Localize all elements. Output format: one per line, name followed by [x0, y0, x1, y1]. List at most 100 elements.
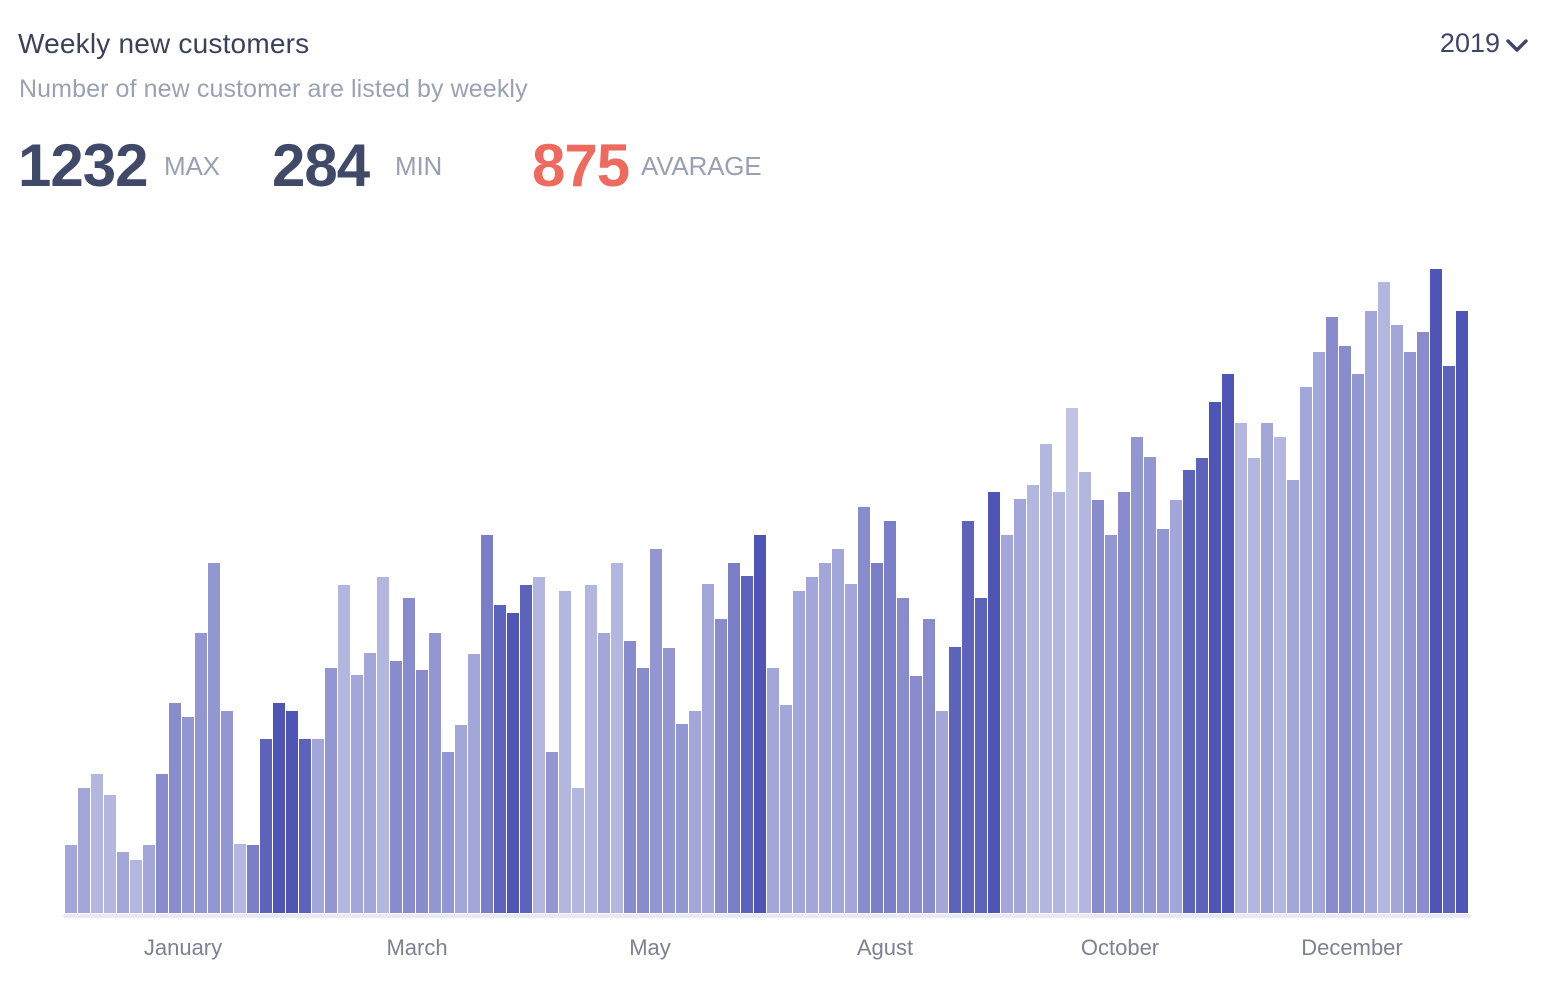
bar-week-18[interactable] — [286, 711, 298, 913]
bar-week-54[interactable] — [754, 535, 766, 913]
bar-week-84[interactable] — [1144, 457, 1156, 913]
bar-week-81[interactable] — [1105, 535, 1117, 913]
bar-week-32[interactable] — [468, 654, 480, 913]
bar-week-17[interactable] — [273, 702, 285, 913]
bar-week-27[interactable] — [403, 598, 415, 913]
bar-week-52[interactable] — [728, 563, 740, 913]
bar-week-23[interactable] — [351, 674, 363, 913]
bar-week-75[interactable] — [1027, 484, 1039, 913]
bar-week-77[interactable] — [1053, 492, 1065, 913]
bar-week-55[interactable] — [767, 667, 779, 913]
bar-week-97[interactable] — [1313, 351, 1325, 913]
bar-week-16[interactable] — [260, 739, 272, 913]
bar-week-79[interactable] — [1079, 472, 1091, 913]
bar-week-43[interactable] — [611, 563, 623, 913]
bar-week-51[interactable] — [715, 618, 727, 913]
bar-week-67[interactable] — [923, 618, 935, 913]
bar-week-1[interactable] — [65, 845, 77, 913]
bar-week-4[interactable] — [104, 795, 116, 913]
bar-week-101[interactable] — [1365, 310, 1377, 913]
bar-week-38[interactable] — [546, 752, 558, 913]
bar-week-56[interactable] — [780, 704, 792, 913]
bar-week-21[interactable] — [325, 667, 337, 913]
bar-week-28[interactable] — [416, 669, 428, 913]
bar-week-57[interactable] — [793, 591, 805, 913]
bar-week-11[interactable] — [195, 633, 207, 913]
bar-week-64[interactable] — [884, 520, 896, 913]
bar-week-82[interactable] — [1118, 492, 1130, 913]
bar-week-35[interactable] — [507, 613, 519, 913]
bar-week-45[interactable] — [637, 667, 649, 913]
bar-week-53[interactable] — [741, 575, 753, 913]
bar-week-5[interactable] — [117, 851, 129, 913]
bar-week-96[interactable] — [1300, 386, 1312, 913]
bar-week-90[interactable] — [1222, 373, 1234, 913]
bar-week-95[interactable] — [1287, 479, 1299, 913]
bar-week-41[interactable] — [585, 585, 597, 913]
bar-week-103[interactable] — [1391, 325, 1403, 913]
bar-week-87[interactable] — [1183, 469, 1195, 913]
bar-week-89[interactable] — [1209, 401, 1221, 913]
bar-week-24[interactable] — [364, 653, 376, 913]
bar-week-63[interactable] — [871, 563, 883, 913]
bar-week-2[interactable] — [78, 788, 90, 913]
bar-week-26[interactable] — [390, 661, 402, 913]
bar-week-69[interactable] — [949, 646, 961, 913]
bar-week-44[interactable] — [624, 641, 636, 913]
bar-week-65[interactable] — [897, 598, 909, 913]
bar-week-6[interactable] — [130, 860, 142, 913]
bar-week-60[interactable] — [832, 548, 844, 913]
bar-week-22[interactable] — [338, 585, 350, 913]
bar-week-78[interactable] — [1066, 408, 1078, 913]
bar-week-59[interactable] — [819, 563, 831, 913]
bar-week-10[interactable] — [182, 717, 194, 913]
bar-week-83[interactable] — [1131, 436, 1143, 913]
bar-week-61[interactable] — [845, 583, 857, 913]
bar-week-7[interactable] — [143, 845, 155, 913]
bar-week-108[interactable] — [1456, 310, 1468, 913]
bar-week-106[interactable] — [1430, 269, 1442, 913]
bar-week-49[interactable] — [689, 711, 701, 913]
bar-week-19[interactable] — [299, 739, 311, 913]
bar-week-99[interactable] — [1339, 346, 1351, 913]
bar-week-36[interactable] — [520, 585, 532, 913]
bar-week-33[interactable] — [481, 535, 493, 913]
bar-week-9[interactable] — [169, 702, 181, 913]
bar-week-20[interactable] — [312, 739, 324, 913]
bar-week-42[interactable] — [598, 633, 610, 913]
bar-week-71[interactable] — [975, 598, 987, 913]
bar-week-73[interactable] — [1001, 535, 1013, 913]
bar-week-15[interactable] — [247, 845, 259, 913]
bar-week-74[interactable] — [1014, 499, 1026, 913]
bar-week-62[interactable] — [858, 507, 870, 913]
bar-week-93[interactable] — [1261, 422, 1273, 913]
bar-week-8[interactable] — [156, 773, 168, 913]
bar-week-85[interactable] — [1157, 528, 1169, 913]
bar-week-104[interactable] — [1404, 351, 1416, 913]
bar-week-34[interactable] — [494, 605, 506, 913]
bar-week-46[interactable] — [650, 548, 662, 913]
bar-week-31[interactable] — [455, 724, 467, 913]
year-dropdown[interactable]: 2019 — [1440, 28, 1528, 59]
bar-week-76[interactable] — [1040, 444, 1052, 913]
bar-week-100[interactable] — [1352, 373, 1364, 913]
bar-week-3[interactable] — [91, 773, 103, 913]
bar-week-91[interactable] — [1235, 422, 1247, 913]
bar-week-13[interactable] — [221, 711, 233, 913]
bar-week-107[interactable] — [1443, 366, 1455, 913]
bar-week-105[interactable] — [1417, 331, 1429, 913]
bar-week-66[interactable] — [910, 676, 922, 913]
bar-week-94[interactable] — [1274, 436, 1286, 913]
bar-week-39[interactable] — [559, 591, 571, 913]
bar-week-14[interactable] — [234, 843, 246, 913]
bar-week-86[interactable] — [1170, 500, 1182, 913]
bar-week-58[interactable] — [806, 576, 818, 913]
bar-week-40[interactable] — [572, 788, 584, 913]
bar-week-25[interactable] — [377, 576, 389, 913]
bar-week-98[interactable] — [1326, 317, 1338, 913]
bar-week-12[interactable] — [208, 563, 220, 913]
bar-week-29[interactable] — [429, 633, 441, 913]
bar-week-72[interactable] — [988, 492, 1000, 913]
bar-week-47[interactable] — [663, 648, 675, 913]
bar-week-37[interactable] — [533, 576, 545, 913]
